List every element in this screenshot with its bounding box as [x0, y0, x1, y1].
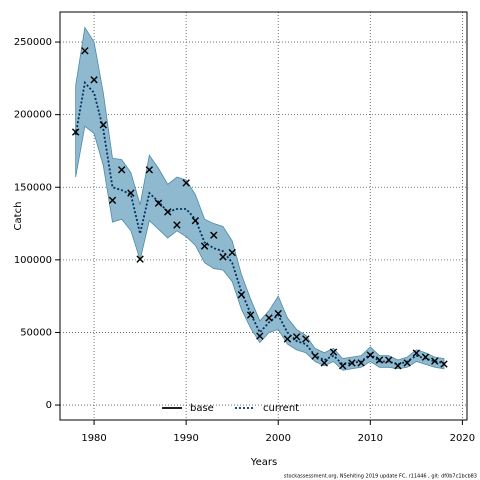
observed-point: [191, 216, 200, 225]
observed-point: [375, 356, 384, 364]
observed-point: [219, 253, 227, 261]
observed-point: [237, 291, 246, 299]
observed-point: [200, 242, 209, 250]
y-tick-label: 100000: [14, 255, 52, 266]
x-tick-label: 1990: [173, 433, 198, 444]
observed-point: [210, 231, 218, 239]
observed-point: [311, 352, 319, 360]
observed-point: [431, 357, 439, 365]
legend-label: base: [190, 403, 214, 414]
observed-point: [403, 359, 411, 367]
x-tick-label: 2020: [450, 433, 475, 444]
observed-point: [394, 362, 402, 370]
observed-point: [338, 362, 347, 370]
observed-point: [145, 166, 154, 174]
observed-point: [256, 332, 264, 340]
observed-point: [421, 353, 430, 361]
observed-point: [320, 359, 328, 367]
observed-point: [246, 311, 255, 319]
plot-frame: [59, 11, 468, 421]
observed-point: [182, 179, 190, 187]
observed-point: [136, 255, 144, 263]
observed-point: [127, 189, 135, 197]
observed-point: [108, 196, 117, 205]
observed-point: [440, 360, 448, 368]
y-tick-label: 150000: [14, 182, 52, 193]
observed-point: [164, 208, 172, 216]
observed-point: [228, 248, 236, 257]
observed-point: [99, 121, 107, 129]
observed-point: [118, 166, 126, 174]
observed-point: [265, 314, 273, 322]
legend-label: current: [263, 403, 299, 414]
confidence-band: [75, 26, 445, 371]
series-line: [74, 80, 445, 366]
observed-point: [385, 356, 393, 364]
observed-point: [366, 351, 375, 359]
observed-point: [357, 359, 365, 367]
observed-point: [154, 199, 163, 207]
y-axis-label: Catch: [13, 202, 24, 231]
x-axis-label: Years: [250, 457, 277, 468]
y-tick-label: 200000: [14, 110, 52, 121]
observed-point: [81, 47, 89, 55]
observed-point: [412, 349, 421, 357]
observed-point: [329, 348, 338, 356]
x-tick-label: 2000: [266, 433, 291, 444]
observed-point: [274, 309, 282, 318]
x-tick-label: 2010: [358, 433, 383, 444]
observed-point: [90, 76, 98, 84]
observed-point: [292, 333, 301, 341]
y-tick-label: 0: [46, 400, 52, 411]
y-tick-label: 250000: [14, 37, 52, 48]
observed-point: [283, 335, 292, 343]
footer: stockassessment.org, NSehiting 2019 upda…: [284, 474, 477, 480]
x-tick-label: 1980: [81, 433, 106, 444]
observed-point: [302, 335, 310, 343]
observed-point: [71, 128, 80, 136]
observed-point: [173, 221, 181, 229]
observed-point: [348, 359, 356, 367]
y-tick-label: 50000: [20, 327, 52, 338]
